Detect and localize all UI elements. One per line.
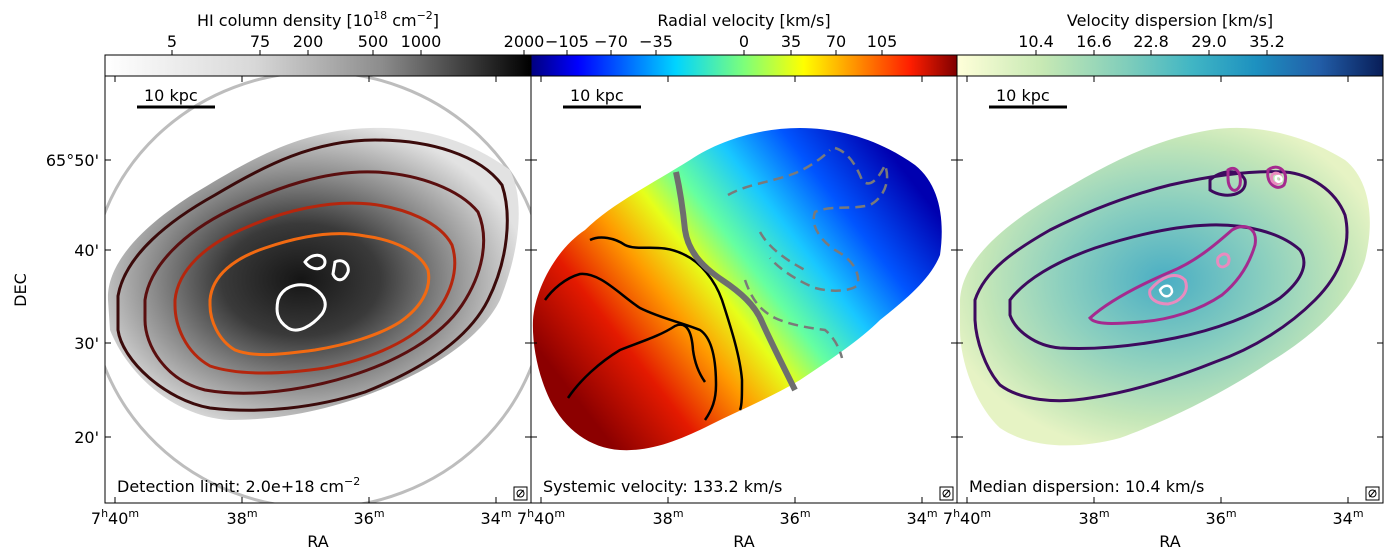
colorbar-tick-label: 22.8 xyxy=(1133,32,1169,51)
ra-tick-label: 38m xyxy=(1078,507,1109,528)
colorbar-tick-label: −35 xyxy=(639,32,673,51)
colorbar-tick-label: 0 xyxy=(739,32,749,51)
note-hi: Detection limit: 2.0e+18 cm−2 xyxy=(117,475,360,496)
ra-tick-label: 7h40m xyxy=(517,507,565,528)
dispersion-contour-1 xyxy=(973,170,1349,403)
dec-tick-label: 40' xyxy=(74,241,99,260)
colorbar-tick-label: 200 xyxy=(293,32,324,51)
hi-contour-1 xyxy=(116,138,509,412)
dispersion-contour-2 xyxy=(1008,170,1306,351)
colorbar-tick-label: 70 xyxy=(826,32,846,51)
dec-axis: 65°50' 40' 30' 20' xyxy=(46,151,1383,447)
velocity-contour-2 xyxy=(543,272,718,421)
velocity-systemic-contour xyxy=(673,171,798,392)
panel-hi: 10 kpc Detection limit: 2.0e+18 cm−2 xyxy=(104,75,532,504)
ylabel: DEC xyxy=(11,273,30,307)
colorbar-tick-label: 29.0 xyxy=(1191,32,1227,51)
colorbar-tick-label: 2000 xyxy=(504,32,545,51)
note-dispersion: Median dispersion: 10.4 km/s xyxy=(969,477,1204,496)
ra-axis: 7h40m 38m 36m 34m 7h40m 38m 36m 34m 7h40m 38m 36m 3… xyxy=(91,76,1364,528)
ra-tick-label: 38m xyxy=(226,507,257,528)
colorbar-tick-label: 75 xyxy=(250,32,270,51)
colorbar-tick-label: 500 xyxy=(358,32,389,51)
ra-tick-label: 36m xyxy=(353,507,384,528)
panel-dispersion: 10 kpc Median dispersion: 10.4 km/s xyxy=(956,75,1384,504)
ra-tick-label: 34m xyxy=(480,507,511,528)
colorbar-title-hi: HI column density [1018 cm−2] xyxy=(197,9,439,30)
ra-tick-label: 38m xyxy=(652,507,683,528)
colorbar-tick-label: 16.6 xyxy=(1076,32,1112,51)
colorbar-title-velocity: Radial velocity [km/s] xyxy=(657,11,830,30)
colorbar-dispersion: Velocity dispersion [km/s] 10.4 16.6 22.8 2… xyxy=(956,11,1384,77)
colorbar-tick-label: 10.4 xyxy=(1018,32,1054,51)
ra-tick-label: 36m xyxy=(1205,507,1236,528)
colorbar-title-dispersion: Velocity dispersion [km/s] xyxy=(1067,11,1273,30)
colorbar-tick-label: −105 xyxy=(545,32,589,51)
scalebar-label-dispersion: 10 kpc xyxy=(996,86,1050,105)
ra-tick-label: 7h40m xyxy=(943,507,991,528)
colorbar-hi: HI column density [1018 cm−2] 5 75 200 500 1… xyxy=(104,9,545,77)
colorbar-tick-label: 35.2 xyxy=(1249,32,1285,51)
hi-contour-2 xyxy=(143,170,486,395)
velocity-contour-neg-1 xyxy=(727,149,844,359)
velocity-contour-3 xyxy=(566,323,707,399)
colorbar-tick-label: 105 xyxy=(867,32,898,51)
axes-frame-dispersion xyxy=(956,75,1384,504)
colorbar-tick-label: −70 xyxy=(594,32,628,51)
ra-tick-label: 36m xyxy=(779,507,810,528)
velocity-contour-neg-2 xyxy=(769,146,889,292)
ra-tick-label: 7h40m xyxy=(91,507,139,528)
dispersion-contour-5 xyxy=(1158,174,1283,298)
ra-tick-label: 34m xyxy=(1332,507,1363,528)
panel-velocity: 10 kpc Systemic velocity: 133.2 km/s xyxy=(530,75,958,504)
scalebar-label-velocity: 10 kpc xyxy=(570,86,624,105)
xlabel-dispersion: RA xyxy=(1159,532,1180,551)
xlabel-velocity: RA xyxy=(733,532,754,551)
colorbar-tick-label: 1000 xyxy=(401,32,442,51)
velocity-contour-1 xyxy=(589,236,744,411)
colorbar-velocity: Radial velocity [km/s] −105 −70 −35 0 35 70 10… xyxy=(530,11,958,77)
dispersion-contour-3 xyxy=(1087,165,1287,325)
colorbar-tick-label: 35 xyxy=(781,32,801,51)
dec-tick-label: 20' xyxy=(74,428,99,447)
colorbar-tick-label: 5 xyxy=(167,32,177,51)
ra-tick-label: 34m xyxy=(906,507,937,528)
xlabel-hi: RA xyxy=(307,532,328,551)
note-velocity: Systemic velocity: 133.2 km/s xyxy=(543,477,782,496)
dec-tick-label: 30' xyxy=(74,334,99,353)
hi-contour-5 xyxy=(275,253,350,332)
hi-contour-3 xyxy=(173,201,457,375)
scalebar-label-hi: 10 kpc xyxy=(144,86,198,105)
hi-contour-4 xyxy=(208,232,431,357)
dec-tick-label: 65°50' xyxy=(46,151,99,170)
